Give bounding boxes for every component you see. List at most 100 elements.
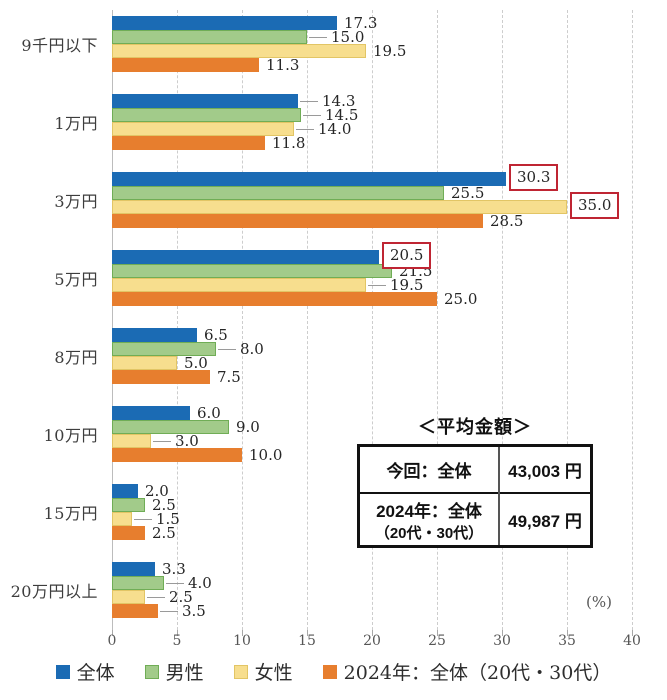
label-leader-line — [134, 519, 152, 520]
bar — [112, 136, 265, 150]
table-row: 今回：全体 43,003 円 — [358, 445, 592, 493]
bar — [112, 576, 164, 590]
bar-value-label: 25.0 — [444, 290, 478, 308]
bar-value-label: 6.0 — [197, 404, 221, 422]
bar-value-label: 17.3 — [344, 14, 378, 32]
label-leader-line — [166, 583, 184, 584]
category-label: 15万円 — [43, 504, 98, 523]
label-leader-line — [303, 115, 321, 116]
bar — [112, 58, 259, 72]
bar — [112, 406, 190, 420]
legend-item-2: 女性 — [233, 658, 293, 685]
bar — [112, 526, 145, 540]
bar — [112, 328, 197, 342]
axis-tickmark — [242, 630, 243, 636]
bar — [112, 16, 337, 30]
axis-tick-label: 40 — [623, 633, 641, 649]
bar — [112, 590, 145, 604]
bar-value-label: 35.0 — [570, 192, 620, 219]
bar — [112, 484, 138, 498]
bar — [112, 292, 437, 306]
bar-value-label: 1.5 — [156, 510, 180, 528]
gridline — [372, 10, 373, 630]
gridline — [437, 10, 438, 630]
bar — [112, 214, 483, 228]
category-label: 10万円 — [43, 426, 98, 445]
avg-row2-value: 49,987 円 — [499, 492, 592, 547]
bar-value-label: 3.0 — [175, 432, 199, 450]
bar — [112, 44, 366, 58]
axis-tickmark — [307, 630, 308, 636]
bar — [112, 264, 392, 278]
bar-value-label: 5.0 — [184, 354, 208, 372]
label-leader-line — [309, 37, 327, 38]
axis-tickmark — [177, 630, 178, 636]
bar — [112, 30, 307, 44]
bar-value-label: 11.8 — [272, 134, 306, 152]
bar-value-label: 3.5 — [182, 602, 206, 620]
gridline — [502, 10, 503, 630]
bar-value-label: 19.5 — [373, 42, 407, 60]
bar-value-label: 3.3 — [162, 560, 186, 578]
axis-tickmark — [567, 630, 568, 636]
category-label: 20万円以上 — [10, 582, 98, 601]
category-label: 3万円 — [54, 192, 98, 211]
bar-value-label: 9.0 — [236, 418, 260, 436]
bar — [112, 370, 210, 384]
legend-item-3: 2024年：全体（20代・30代） — [322, 658, 612, 685]
bar-value-label: 2.0 — [145, 482, 169, 500]
bar — [112, 562, 155, 576]
legend-item-1: 男性 — [144, 658, 204, 685]
legend-swatch-icon — [144, 664, 159, 679]
bar-value-label: 2.5 — [152, 496, 176, 514]
axis-tick-label: 20 — [363, 633, 381, 649]
table-row: 2024年：全体 （20代・30代） 49,987 円 — [358, 492, 592, 547]
category-label: 1万円 — [54, 114, 98, 133]
bar-value-label: 30.3 — [509, 164, 559, 191]
plot-area: 0 5 10 15 20 25 30 35 40 17.3 15.0 19.5 11.3 14.3 14.5… — [108, 0, 667, 660]
category-label: 8万円 — [54, 348, 98, 367]
average-amount-panel: ＜平均金額＞ 今回：全体 43,003 円 2024年：全体 （20代・30代）… — [354, 413, 596, 548]
bar — [112, 172, 506, 186]
axis-tick-label: 5 — [172, 633, 182, 649]
label-leader-line — [153, 441, 171, 442]
bar — [112, 604, 158, 618]
category-label: 5万円 — [54, 270, 98, 289]
category-label: 9千円以下 — [21, 36, 98, 55]
axis-tick-label: 30 — [493, 633, 511, 649]
avg-row1-value: 43,003 円 — [508, 462, 582, 481]
bar-value-label: 14.5 — [325, 106, 359, 124]
avg-row2-label-line2: （20代・30代） — [374, 524, 484, 542]
bar-value-label: 15.0 — [331, 28, 365, 46]
bar-value-label: 4.0 — [188, 574, 212, 592]
bar-value-label: 2.5 — [169, 588, 193, 606]
axis-tick-label: 15 — [298, 633, 316, 649]
gridline — [112, 10, 113, 630]
bar — [112, 108, 301, 122]
bar — [112, 498, 145, 512]
axis-tick-label: 0 — [107, 633, 117, 649]
bar — [112, 512, 132, 526]
axis-tickmark — [632, 630, 633, 636]
bar-value-label: 6.5 — [204, 326, 228, 344]
avg-row2-label: 2024年：全体 — [376, 501, 482, 521]
gridline — [632, 10, 633, 630]
legend-item-0: 全体 — [55, 658, 115, 685]
bar — [112, 200, 567, 214]
axis-tickmark — [502, 630, 503, 636]
axis-tick-label: 35 — [558, 633, 576, 649]
axis-tickmark — [112, 630, 113, 636]
label-leader-line — [147, 597, 165, 598]
bar-value-label: 10.0 — [249, 446, 283, 464]
legend-label: 2024年：全体（20代・30代） — [343, 662, 612, 684]
bar — [112, 356, 177, 370]
bar — [112, 420, 229, 434]
bar-value-label: 28.5 — [490, 212, 524, 230]
bar-value-label: 7.5 — [217, 368, 241, 386]
gridline — [567, 10, 568, 630]
bar-value-label: 14.3 — [322, 92, 356, 110]
bar — [112, 278, 366, 292]
legend: 全体 男性 女性 2024年：全体（20代・30代） — [0, 658, 667, 685]
bar — [112, 342, 216, 356]
